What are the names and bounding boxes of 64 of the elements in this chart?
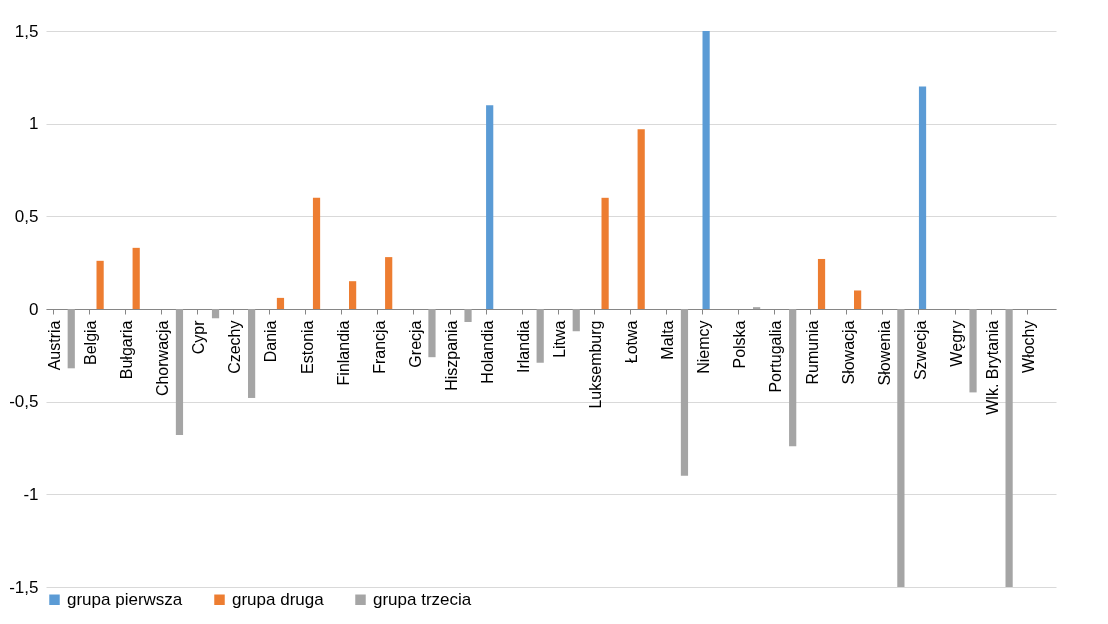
- bar: [897, 309, 905, 587]
- x-tick-label: Grecja: [406, 320, 424, 368]
- bar: [312, 197, 321, 309]
- y-tick-label: 1: [29, 114, 39, 134]
- x-tick-label: Estonia: [298, 320, 316, 374]
- bar: [486, 105, 494, 309]
- x-tick-label: Cypr: [190, 319, 208, 355]
- bar: [680, 309, 689, 476]
- x-tick-label: Austria: [46, 320, 64, 371]
- legend-label: grupa pierwsza: [67, 589, 183, 609]
- y-tick-label: 0: [29, 299, 39, 319]
- bar: [132, 247, 140, 309]
- bar: [428, 309, 436, 358]
- legend-label: grupa trzecia: [373, 589, 472, 609]
- y-tick-label: -1,5: [9, 577, 39, 597]
- legend-label: grupa druga: [232, 589, 325, 609]
- x-tick-label: Portugalia: [767, 320, 785, 393]
- bar: [702, 31, 710, 309]
- x-tick-label: Bułgaria: [118, 320, 136, 380]
- x-tick-label: Hiszpania: [442, 320, 460, 391]
- bar: [175, 309, 184, 436]
- bar: [276, 297, 285, 309]
- bar: [637, 129, 645, 309]
- x-tick-label: Malta: [659, 320, 677, 360]
- x-tick-label: Polska: [731, 320, 749, 369]
- bar: [96, 260, 104, 309]
- x-tick-label: Włochy: [1019, 320, 1037, 373]
- y-tick-label: -0,5: [9, 392, 39, 412]
- x-tick-label: Holandia: [478, 320, 496, 384]
- x-tick-label: Litwa: [551, 320, 569, 358]
- y-tick-label: 0,5: [14, 206, 39, 226]
- x-tick-label: Łotwa: [623, 320, 641, 364]
- bar: [854, 290, 862, 309]
- x-tick-label: Szwecja: [911, 320, 929, 381]
- x-tick-label: Francja: [370, 320, 388, 374]
- bar: [572, 309, 580, 332]
- bar: [536, 309, 544, 363]
- x-tick-label: Belgia: [82, 320, 100, 365]
- bar: [601, 197, 609, 309]
- x-tick-label: Wlk. Brytania: [983, 320, 1001, 415]
- bar: [789, 309, 797, 447]
- bar: [918, 86, 927, 309]
- bar: [211, 309, 220, 319]
- x-tick-label: Dania: [262, 320, 280, 363]
- bar: [464, 309, 472, 322]
- x-tick-label: Węgry: [947, 320, 965, 367]
- bar: [969, 309, 977, 393]
- bar: [817, 258, 826, 309]
- x-tick-label: Chorwacja: [154, 320, 172, 397]
- bar: [1005, 309, 1013, 587]
- bar: [248, 309, 256, 398]
- bar: [349, 281, 357, 309]
- bar: [385, 257, 393, 309]
- y-tick-label: -1: [23, 484, 39, 504]
- x-tick-label: Finlandia: [334, 320, 352, 386]
- bar: [67, 309, 75, 369]
- x-tick-label: Słowenia: [875, 320, 893, 386]
- x-tick-label: Czechy: [226, 320, 244, 374]
- y-tick-label: 1,5: [14, 21, 39, 41]
- x-tick-label: Luksemburg: [587, 320, 605, 409]
- x-tick-label: Słowacja: [839, 320, 857, 385]
- x-tick-label: Rumunia: [803, 320, 821, 385]
- x-tick-label: Irlandia: [514, 320, 532, 373]
- x-tick-label: Niemcy: [695, 320, 713, 374]
